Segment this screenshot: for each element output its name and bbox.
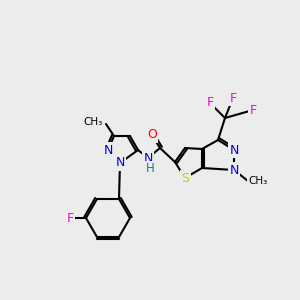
Text: N: N — [143, 152, 153, 164]
Text: F: F — [66, 212, 74, 224]
Text: CH₃: CH₃ — [248, 176, 267, 186]
Text: N: N — [229, 164, 239, 176]
Text: F: F — [230, 92, 237, 104]
Text: N: N — [115, 157, 125, 169]
Text: N: N — [103, 143, 113, 157]
Text: F: F — [249, 103, 256, 116]
Text: S: S — [181, 172, 189, 184]
Text: H: H — [146, 163, 154, 176]
Text: F: F — [206, 97, 214, 110]
Text: N: N — [229, 143, 239, 157]
Text: O: O — [147, 128, 157, 142]
Text: CH₃: CH₃ — [84, 117, 103, 127]
